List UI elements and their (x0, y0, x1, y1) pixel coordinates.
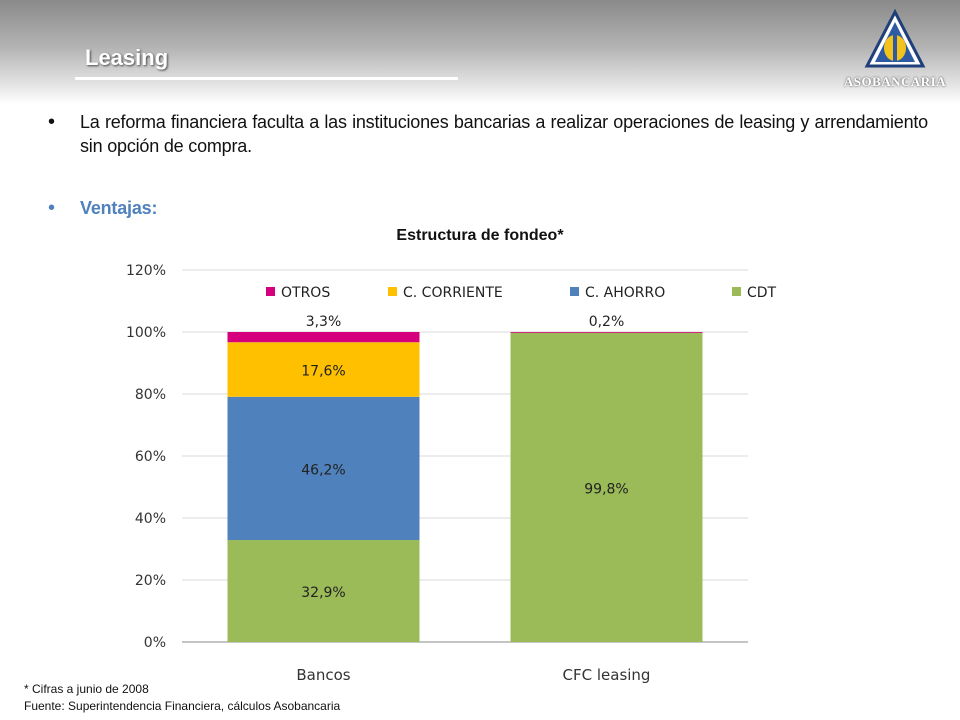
bullet-dot-icon: • (48, 197, 56, 219)
data-label: 99,8% (584, 481, 628, 497)
legend-label: C. CORRIENTE (403, 285, 503, 301)
y-tick-label: 0% (144, 635, 166, 651)
logo-text: ASOBANCARIA (843, 74, 947, 89)
y-tick-label: 40% (135, 511, 166, 527)
data-label: 3,3% (306, 314, 342, 330)
legend-swatch (570, 287, 579, 296)
asobancaria-logo: ASOBANCARIA (835, 8, 955, 98)
y-tick-label: 20% (135, 573, 166, 589)
data-label: 46,2% (301, 462, 345, 478)
footnote-note: * Cifras a junio de 2008 (24, 682, 149, 696)
x-tick-label: CFC leasing (563, 666, 651, 684)
data-label: 0,2% (589, 314, 625, 330)
chart-title: Estructura de fondeo* (396, 227, 564, 244)
footnotes: * Cifras a junio de 2008 Fuente: Superin… (24, 681, 340, 715)
y-tick-label: 100% (126, 325, 166, 341)
legend-swatch (266, 287, 275, 296)
bar-segment-c-ahorro (227, 396, 420, 541)
bullet-text: Ventajas: (80, 198, 158, 218)
chart-svg: Estructura de fondeo* 0% 20% 40% 60% 80% 100% 1… (126, 227, 777, 684)
legend-label: CDT (747, 285, 777, 301)
data-label: 32,9% (301, 585, 345, 601)
x-tick-label: Bancos (296, 666, 350, 684)
bar-segment-cdt (227, 540, 420, 642)
y-tick-label: 80% (135, 387, 166, 403)
data-label: 17,6% (301, 364, 345, 380)
bar-segment-otros (227, 332, 420, 343)
bullet-item: • La reforma financiera faculta a las in… (48, 110, 928, 158)
y-tick-label: 60% (135, 449, 166, 465)
logo-diamond-icon (864, 8, 926, 68)
legend-label: C. AHORRO (585, 285, 665, 301)
bullet-list: • La reforma financiera faculta a las in… (48, 110, 928, 220)
footnote-source: Fuente: Superintendencia Financiera, cál… (24, 699, 341, 713)
bar-segment-cdt (510, 332, 703, 642)
funding-structure-chart: Estructura de fondeo* 0% 20% 40% 60% 80% 100% 1… (90, 218, 870, 693)
bullet-dot-icon: • (48, 111, 56, 133)
y-tick-label: 120% (126, 263, 166, 279)
bullet-item: • Ventajas: (48, 196, 928, 220)
bar-segment-otros (510, 332, 703, 333)
bullet-text: La reforma financiera faculta a las inst… (80, 112, 928, 156)
legend-swatch (388, 287, 397, 296)
slide-header: Leasing ASOBANCARIA (0, 0, 960, 104)
legend-swatch (732, 287, 741, 296)
bar-segment-c-corriente (227, 342, 420, 397)
title-underline (75, 77, 458, 80)
legend-label: OTROS (281, 285, 330, 301)
slide-title: Leasing (85, 45, 169, 70)
